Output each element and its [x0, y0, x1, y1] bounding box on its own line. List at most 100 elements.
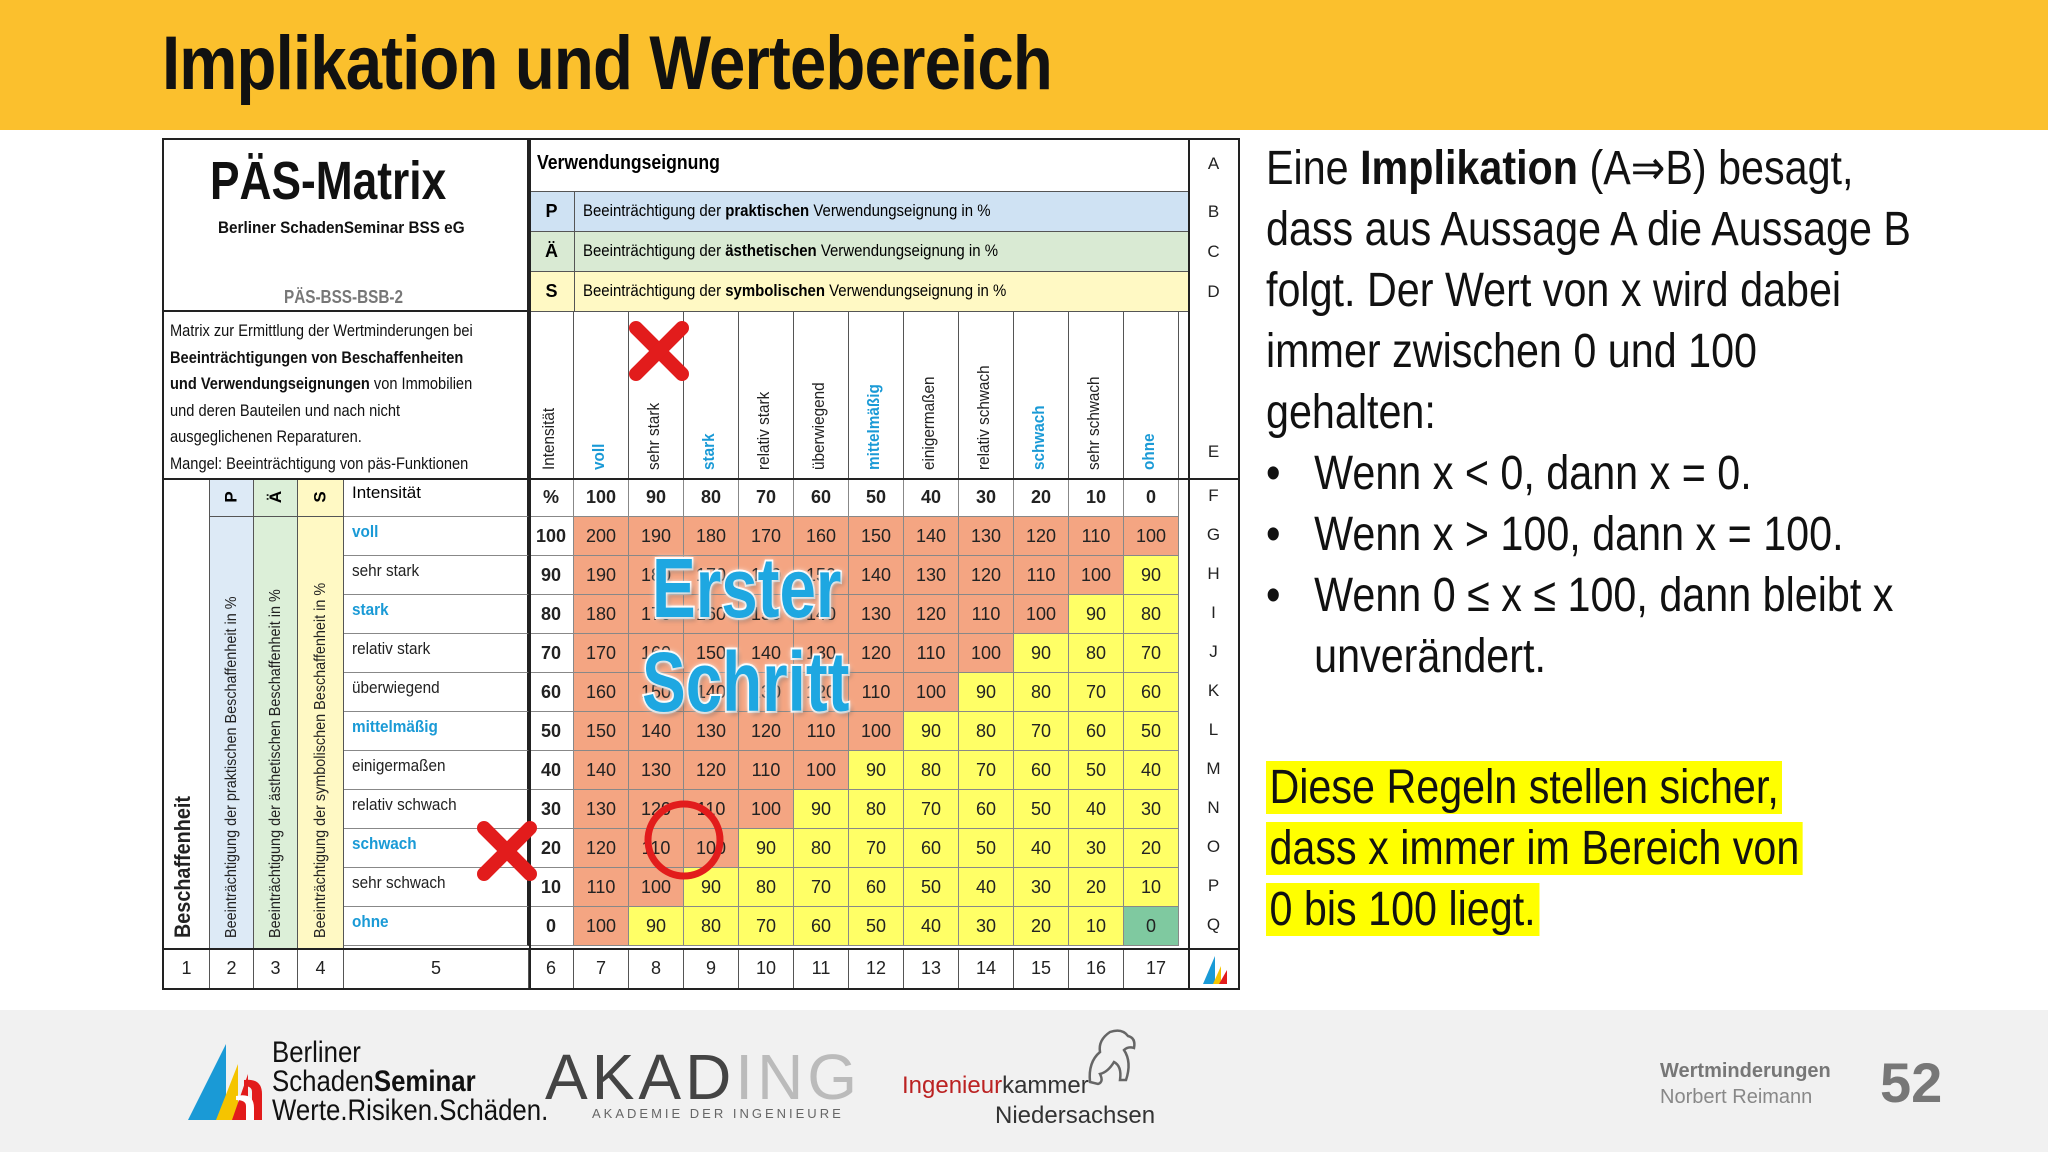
side-key-text: P	[222, 491, 241, 503]
row-letter: L	[1208, 720, 1219, 739]
rule-list: Wenn x < 0, dann x = 0. Wenn x > 100, da…	[1266, 443, 1937, 687]
title-bar	[0, 0, 2048, 130]
matrix-cell: 80	[1014, 673, 1069, 712]
matrix-header: PÄS-Matrix Berliner SchadenSeminar BSS e…	[164, 140, 529, 312]
text-span: (A⇒B) besagt, dass aus Aussage A die Aus…	[1266, 142, 1911, 439]
row-label: relativ stark	[344, 634, 529, 673]
side-column: Beschaffenheit	[164, 478, 210, 948]
row-letter: J	[1209, 642, 1218, 661]
row-label: überwiegend	[344, 673, 529, 712]
bss-line: Werte.Risiken.Schäden.	[272, 1094, 549, 1127]
divider	[1188, 140, 1190, 988]
matrix-cell: 150	[574, 712, 629, 751]
row-label-text: schwach	[352, 834, 417, 853]
vu-row-text: Beeinträchtigung der symbolischen Verwen…	[575, 272, 1189, 312]
vu-header: Verwendungseignung	[529, 140, 1189, 192]
row-label-text: mittelmäßig	[352, 717, 438, 736]
matrix-cell: 160	[739, 556, 794, 595]
matrix-cell: 70	[959, 751, 1014, 790]
akading-logo: AKADING	[545, 1040, 861, 1114]
vu-bold: praktischen	[725, 201, 810, 220]
matrix-cell: 130	[574, 790, 629, 829]
vu-text: Beeinträchtigung der symbolischen Verwen…	[583, 272, 1006, 310]
matrix-cell: 60	[904, 829, 959, 868]
vu-pre: Beeinträchtigung der	[583, 281, 726, 300]
matrix-cell: 80	[684, 907, 739, 946]
intensity-value: 60	[794, 478, 849, 517]
desc-line: Beeinträchtigungen von Beschaffenheiten	[170, 347, 464, 367]
row-label-text: überwiegend	[352, 678, 440, 697]
row-label-text: voll	[352, 522, 379, 541]
row-intensity: 20	[529, 829, 574, 868]
col-header-label: überwiegend	[809, 382, 828, 470]
row-label-text: sehr schwach	[352, 873, 446, 892]
intensity-value: 30	[959, 478, 1014, 517]
footer-column-number: 1	[164, 950, 210, 988]
ik-logo-line1: Ingenieurkammer	[902, 1072, 1089, 1100]
row-letter: A	[1207, 154, 1220, 173]
row-label: ohne	[344, 907, 529, 946]
side-long-label: Beschaffenheit	[169, 796, 195, 938]
vu-post: Verwendungseignung in %	[816, 241, 999, 260]
row-label: einigermaßen	[344, 751, 529, 790]
matrix-cell: 140	[739, 634, 794, 673]
row-intensity: 100	[529, 517, 574, 556]
row-letter: F	[1208, 486, 1219, 505]
matrix-cell: 20	[1124, 829, 1179, 868]
matrix-cell: 160	[574, 673, 629, 712]
col-header-label: schwach	[1029, 405, 1048, 470]
row-letter: K	[1207, 681, 1220, 700]
row-label: stark	[344, 595, 529, 634]
matrix-cell: 80	[739, 868, 794, 907]
highlight-text: Diese Regeln stellen sicher, dass x imme…	[1266, 761, 1803, 936]
intensity-value: 0	[1124, 478, 1179, 517]
overlay-schritt: Schritt	[640, 633, 851, 731]
col-header-label: sehr stark	[644, 402, 663, 470]
matrix-cell: 130	[739, 673, 794, 712]
text-span: Eine	[1266, 142, 1361, 195]
row-letter: P	[1207, 876, 1220, 895]
row-intensity: 80	[529, 595, 574, 634]
footer-column-number: 16	[1069, 950, 1124, 988]
footer-column-number: 14	[959, 950, 1014, 988]
matrix-cell: 70	[739, 907, 794, 946]
row-letter: E	[1207, 442, 1220, 461]
matrix-cell: 150	[629, 673, 684, 712]
row-letter: B	[1207, 202, 1220, 221]
matrix-cell: 150	[794, 556, 849, 595]
row-intensity: 10	[529, 868, 574, 907]
side-key: P	[210, 478, 254, 517]
divider	[529, 140, 531, 988]
matrix-cell: 170	[629, 595, 684, 634]
matrix-cell: 110	[1014, 556, 1069, 595]
col-header: Intensität	[529, 312, 574, 478]
intensity-value: 100	[574, 478, 629, 517]
vu-title: Verwendungseignung	[537, 152, 720, 174]
row-letter: O	[1206, 837, 1221, 856]
matrix-cell: 120	[739, 712, 794, 751]
vu-bold: ästhetischen	[725, 241, 817, 260]
matrix-cell: 100	[849, 712, 904, 751]
bss-bold: Seminar	[373, 1065, 476, 1098]
matrix-cell: 40	[1014, 829, 1069, 868]
col-header: einigermaßen	[904, 312, 959, 478]
footer-column-number: 12	[849, 950, 904, 988]
side-column: P Beeinträchtigung der praktischen Bescha…	[210, 478, 254, 948]
side-key-text: Ä	[266, 490, 285, 504]
matrix-description: Matrix zur Ermittlung der Wertminderunge…	[164, 312, 529, 478]
matrix-cell: 60	[849, 868, 904, 907]
desc-line: ausgeglichenen Reparaturen.	[170, 427, 362, 446]
matrix-cell: 130	[629, 751, 684, 790]
vu-pre: Beeinträchtigung der	[583, 241, 726, 260]
matrix-cell: 30	[1069, 829, 1124, 868]
bss-line: SchadenSeminar	[272, 1065, 548, 1098]
matrix-cell: 140	[904, 517, 959, 556]
col-header: schwach	[1014, 312, 1069, 478]
col-header-label: relativ schwach	[974, 365, 993, 470]
matrix-cell: 110	[1069, 517, 1124, 556]
matrix-cell: 120	[959, 556, 1014, 595]
matrix-cell: 110	[574, 868, 629, 907]
footer-column-number: 4	[298, 950, 344, 988]
matrix-cell: 80	[959, 712, 1014, 751]
cross-mark-icon	[629, 321, 689, 381]
